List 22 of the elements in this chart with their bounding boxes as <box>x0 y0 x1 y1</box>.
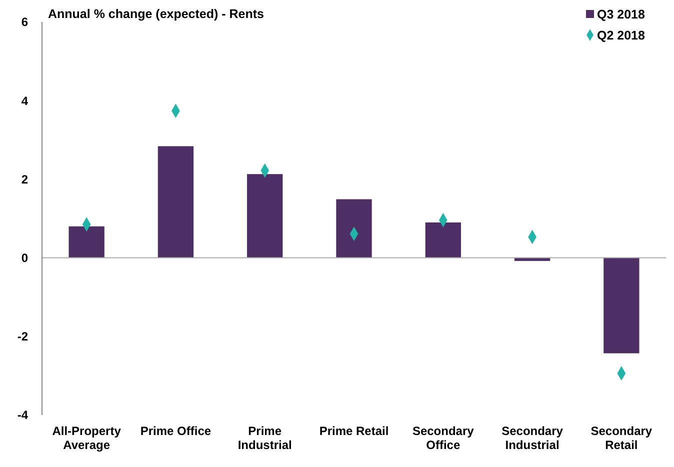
x-tick-label: Secondary Office <box>412 424 474 452</box>
x-tick-label: Secondary Retail <box>590 424 652 452</box>
y-tick-label: 2 <box>21 172 28 186</box>
x-tick-label: Secondary Industrial <box>502 424 564 452</box>
bar <box>158 146 194 258</box>
x-tick-label: Prime Office <box>140 424 212 438</box>
y-tick-label: -2 <box>17 330 28 344</box>
bar <box>604 258 640 354</box>
legend-label: Q3 2018 <box>597 7 646 22</box>
x-tick-label: All-Property Average <box>52 424 122 452</box>
x-tick-label: Prime Industrial <box>238 424 292 452</box>
legend-label: Q2 2018 <box>597 28 646 42</box>
bar <box>68 226 104 258</box>
chart-title: Annual % change (expected) - Rents <box>48 7 264 21</box>
x-tick-label: Prime Retail <box>319 424 389 438</box>
bar <box>425 222 461 258</box>
bar <box>336 199 372 258</box>
y-tick-label: 4 <box>21 94 28 108</box>
y-tick-label: -4 <box>17 408 28 422</box>
bar <box>247 174 283 258</box>
y-tick-label: 0 <box>21 251 28 265</box>
y-tick-label: 6 <box>21 15 28 30</box>
